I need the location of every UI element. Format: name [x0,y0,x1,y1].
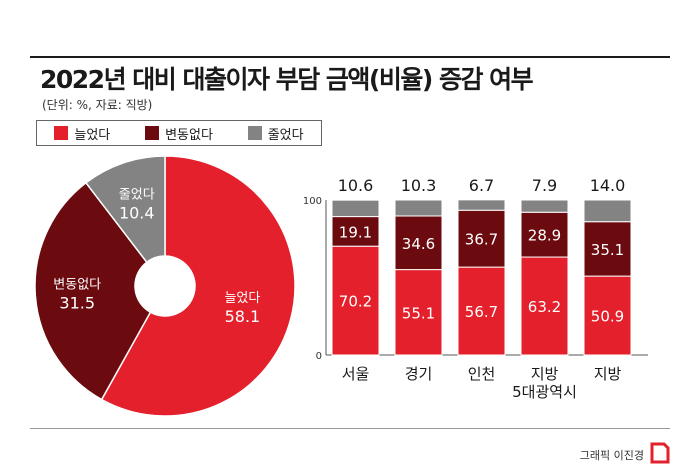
legend-label-increase: 늘었다 [74,127,111,143]
legend-item-increase: 늘었다 [54,124,110,143]
graphic-credit: 그래픽 이진경 [579,449,644,462]
pie-slice-nochange [34,181,152,401]
x-category-label: 5대광역시 [512,383,577,401]
bar-value-label-decrease: 7.9 [532,176,557,195]
bar-segment-increase [520,256,569,356]
x-category-label: 서울 [342,365,370,383]
bar-value-label-nochange: 36.7 [465,231,498,249]
stacked-bar-chart: 0 100 70.2 19.1 10.6 서울 55.1 34.6 10.3 경기 56.7 36.7… [303,176,648,401]
bar-value-label-increase: 63.2 [528,298,561,316]
bar-segment-decrease [520,199,569,213]
bar-value-label-decrease: 6.7 [469,176,494,195]
bar-segment-nochange [457,209,506,268]
bar-value-label-decrease: 10.6 [338,176,374,195]
bar-value-label-increase: 55.1 [402,304,435,322]
legend-swatch-nochange [145,126,160,140]
page-subtitle: (단위: %, 자료: 직방) [42,98,153,112]
bar-segment-decrease [331,199,380,218]
legend-swatch-decrease [247,126,262,140]
pie-slice-decrease [84,155,166,264]
footer-rule [30,428,670,429]
legend-item-decrease: 줄었다 [247,124,304,143]
bar-value-label-increase: 50.9 [591,308,624,326]
bar-value-label-decrease: 10.3 [401,176,437,195]
bar-segment-decrease [457,199,506,211]
logo-icon [650,442,670,464]
bar-segment-increase [394,269,443,356]
bar-segment-nochange [331,216,380,247]
pie-label-nochange: 변동없다 [53,277,101,292]
bar-value-label-nochange: 34.6 [402,235,435,253]
bar-segment-decrease [583,199,632,223]
x-category-label: 지방 [594,365,622,383]
bar-value-label-nochange: 19.1 [339,223,372,241]
bar-segment-increase [331,245,380,356]
legend-item-nochange: 변동없다 [145,124,213,143]
bar-value-label-nochange: 35.1 [591,241,624,259]
pie-value-decrease: 10.4 [119,204,155,223]
x-category-label: 지방 [531,365,559,383]
bar-value-label-increase: 70.2 [339,293,372,311]
pie-label-decrease: 줄었다 [119,188,155,203]
pie-value-nochange: 31.5 [59,293,95,312]
legend-swatch-increase [54,126,69,140]
pie-slice-increase [100,155,296,417]
top-rule [30,56,670,58]
bar-segment-decrease [394,199,443,217]
y-tick-label: 100 [303,196,322,207]
bar-segment-nochange [583,221,632,277]
legend: 늘었다 변동없다 줄었다 [36,120,322,146]
y-tick-label: 0 [316,351,322,362]
pie-value-increase: 58.1 [225,307,261,326]
page-title: 2022년 대비 대출이자 부담 금액(비율) 증감 여부 [40,65,534,94]
bar-segment-nochange [394,215,443,271]
pie-label-increase: 늘었다 [224,291,260,306]
x-category-label: 경기 [405,365,433,383]
x-category-label: 인천 [468,365,496,383]
bar-value-label-increase: 56.7 [465,303,498,321]
legend-label-decrease: 줄었다 [267,127,304,143]
bar-value-label-nochange: 28.9 [528,227,561,245]
bar-value-label-decrease: 14.0 [590,176,626,195]
legend-label-nochange: 변동없다 [165,127,213,143]
bar-segment-nochange [520,211,569,258]
